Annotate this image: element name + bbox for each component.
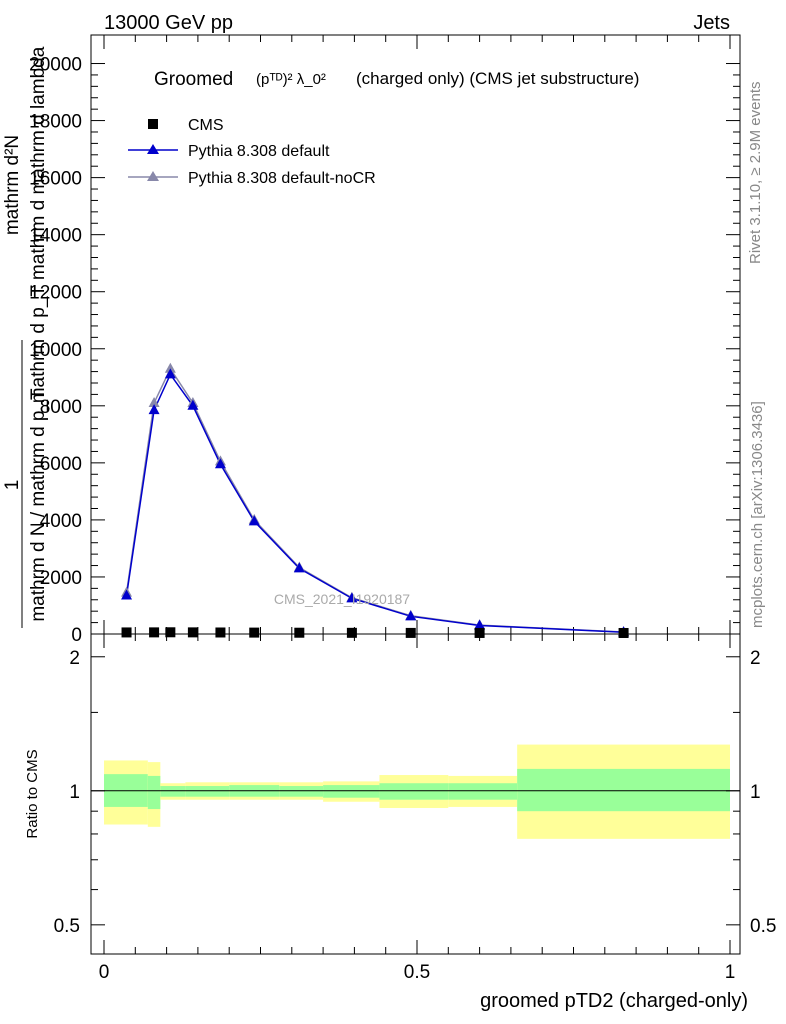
y-axis-label-top: mathrm d²N	[2, 135, 23, 235]
data-point-pythia-8-308-default	[164, 368, 176, 379]
data-point-cms	[187, 627, 198, 638]
ratio-inner-band	[323, 785, 380, 798]
ratio-inner-band	[448, 783, 518, 800]
main-series-group	[121, 362, 630, 638]
main-y-tick-label: 14000	[29, 226, 82, 247]
ratio-inner-band	[279, 786, 324, 797]
y-axis-label-mid: mathrm d p_T mathrm d mathrm d lambda	[28, 46, 49, 403]
data-point-pythia-8-308-default	[405, 610, 417, 621]
main-y-tick-label: 20000	[29, 55, 82, 76]
data-point-cms	[149, 627, 160, 638]
data-point-pythia-8-308-default	[121, 589, 133, 600]
main-y-tick-label: 0	[71, 625, 82, 646]
data-point-pythia-8-308-default	[248, 515, 260, 526]
ratio-y-tick-label-right: 0.5	[750, 916, 776, 937]
main-panel: 0 2000 4000 6000 8000 10000 12000 14000 16000 180…	[2, 34, 741, 646]
data-point-cms	[215, 627, 226, 638]
ratio-y-tick-label: 1	[69, 782, 80, 803]
legend-marker-pythia-default	[147, 144, 159, 154]
x-axis-label: groomed pTD2 (charged-only)	[480, 990, 748, 1012]
rivet-version-label: Rivet 3.1.10, ≥ 2.9M events	[747, 82, 764, 265]
legend-marker-cms	[148, 119, 158, 129]
data-point-cms	[405, 627, 416, 638]
y-axis-label-bottom: mathrm d N / mathrm d p_T	[28, 388, 49, 622]
ratio-y-axis-label: Ratio to CMS	[24, 749, 41, 838]
chart-title-rest: (charged only) (CMS jet substructure)	[356, 69, 639, 88]
ratio-panel: 0.5 0.51 12 2 0 0.5 1 Ratio to CMS groomed pT…	[24, 633, 777, 1012]
ratio-inner-band	[379, 783, 449, 800]
data-point-cms	[474, 627, 485, 638]
ratio-x-tick-label: 0.5	[404, 962, 430, 983]
analysis-watermark: CMS_2021_I1920187	[274, 591, 410, 607]
ratio-x-tick-label: 1	[725, 962, 736, 983]
data-point-cms	[618, 627, 629, 638]
data-point-pythia-8-308-default	[293, 562, 305, 573]
data-point-pythia-8-308-default-nocr	[164, 362, 176, 373]
data-point-cms	[294, 627, 305, 638]
data-point-pythia-8-308-default	[474, 619, 486, 630]
main-y-tick-label: 2000	[40, 568, 82, 589]
ratio-inner-band	[185, 786, 230, 797]
main-y-tick-label: 16000	[29, 169, 82, 190]
legend-label-cms: CMS	[188, 117, 224, 134]
data-point-pythia-8-308-default-nocr	[148, 396, 160, 407]
mcplots-label: mcplots.cern.ch [arXiv:1306.3436]	[749, 401, 766, 628]
ratio-y-ticks: 0.5 0.5 1 1 2 2	[54, 648, 777, 937]
data-point-pythia-8-308-default	[214, 458, 226, 469]
ratio-inner-band	[147, 775, 161, 810]
data-point-cms	[346, 627, 357, 638]
main-y-tick-label: 10000	[29, 340, 82, 361]
header-jets-label: Jets	[693, 12, 730, 34]
main-y-tick-label: 18000	[29, 112, 82, 133]
data-point-pythia-8-308-default	[148, 404, 160, 415]
data-point-pythia-8-308-default	[187, 399, 199, 410]
ratio-x-ticks: 0 0.5 1	[99, 634, 736, 983]
main-y-tick-label: 12000	[29, 283, 82, 304]
legend: CMS Pythia 8.308 default Pythia 8.308 de…	[128, 117, 376, 187]
ratio-y-tick-label-right: 2	[750, 648, 761, 669]
data-point-pythia-8-308-default	[346, 592, 358, 603]
chart-title-main: Groomed	[154, 69, 233, 90]
legend-label-pythia-nocr: Pythia 8.308 default-noCR	[188, 170, 376, 187]
header-energy-label: 13000 GeV pp	[104, 12, 233, 34]
chart-title-math: (pᵀᴰ)² λ_0²	[256, 71, 326, 88]
ratio-inner-band	[160, 786, 186, 797]
main-y-tick-label: 4000	[40, 511, 82, 532]
main-y-tick-label: 8000	[40, 397, 82, 418]
ratio-x-tick-label: 0	[99, 962, 110, 983]
ratio-y-tick-label: 0.5	[54, 916, 80, 937]
legend-label-pythia-default: Pythia 8.308 default	[188, 143, 330, 160]
main-x-ticks	[103, 35, 731, 634]
y-axis-label-frac: 1	[2, 480, 23, 491]
ratio-bands	[104, 744, 730, 839]
data-point-cms	[121, 627, 132, 638]
ratio-y-tick-label-right: 1	[750, 782, 761, 803]
ratio-panel-frame	[90, 633, 741, 955]
data-point-cms	[249, 627, 260, 638]
main-y-ticks: 0 2000 4000 6000 8000 10000 12000 14000 16000 180…	[29, 55, 740, 646]
data-point-cms	[165, 627, 176, 638]
ratio-inner-band	[517, 768, 730, 812]
main-y-tick-label: 6000	[40, 454, 82, 475]
ratio-y-tick-label: 2	[69, 648, 80, 669]
legend-marker-pythia-nocr	[147, 171, 159, 181]
